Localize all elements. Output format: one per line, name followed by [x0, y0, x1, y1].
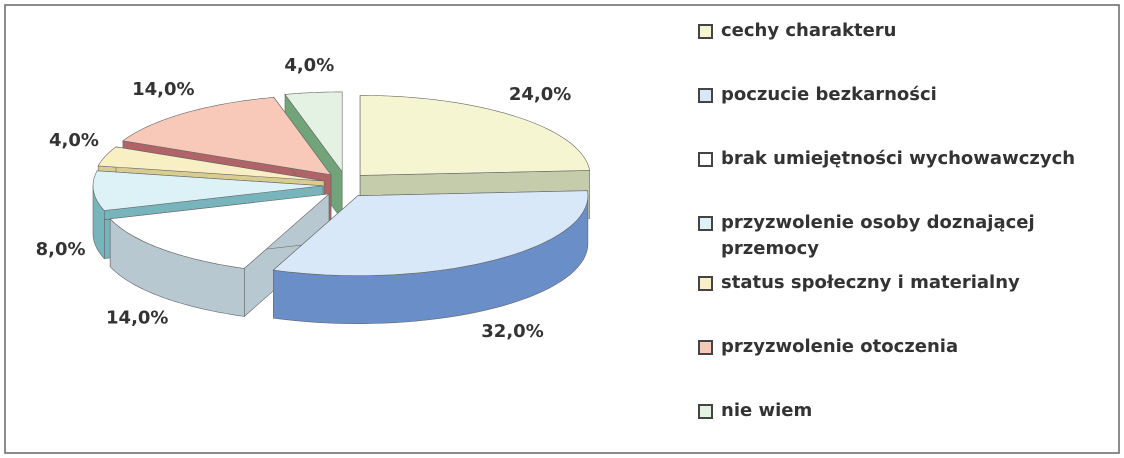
- legend-swatch: [698, 276, 713, 291]
- legend-item: nie wiem: [698, 398, 1108, 424]
- data-label: 14,0%: [132, 79, 194, 100]
- slice: [359, 95, 590, 176]
- legend-swatch: [698, 216, 713, 231]
- legend-item: przyzwolenie otoczenia: [698, 334, 1108, 360]
- slice: [284, 91, 343, 173]
- data-label: 4,0%: [49, 130, 99, 151]
- legend-item: przyzwolenie osoby doznającej przemocy: [698, 210, 1108, 262]
- legend-label: brak umiejętności wychowawczych: [721, 148, 1076, 169]
- slice: [122, 96, 332, 176]
- legend-label: przyzwolenie osoby doznającej przemocy: [721, 212, 1035, 259]
- legend-swatch: [698, 152, 713, 167]
- legend-swatch: [698, 88, 713, 103]
- legend-item: brak umiejętności wychowawczych: [698, 146, 1108, 172]
- slice: [97, 146, 325, 182]
- slice: [272, 190, 589, 276]
- legend-item: status społeczny i materialny: [698, 270, 1108, 296]
- legend-label: przyzwolenie otoczenia: [721, 336, 959, 357]
- data-label: 24,0%: [509, 84, 571, 105]
- legend-item: cechy charakteru: [698, 18, 1108, 44]
- data-label: 4,0%: [284, 55, 334, 76]
- slice: [92, 170, 324, 211]
- legend-label: cechy charakteru: [721, 20, 897, 41]
- slice: [109, 193, 330, 269]
- legend-swatch: [698, 24, 713, 39]
- legend-item: poczucie bezkarności: [698, 82, 1108, 108]
- legend-label: nie wiem: [721, 400, 813, 421]
- frame: [4, 4, 1120, 454]
- legend-swatch: [698, 404, 713, 419]
- data-label: 32,0%: [481, 321, 543, 342]
- data-label: 14,0%: [106, 307, 168, 328]
- legend-swatch: [698, 340, 713, 355]
- data-label: 8,0%: [36, 239, 86, 260]
- legend-label: status społeczny i materialny: [721, 272, 1020, 293]
- legend-label: poczucie bezkarności: [721, 84, 937, 105]
